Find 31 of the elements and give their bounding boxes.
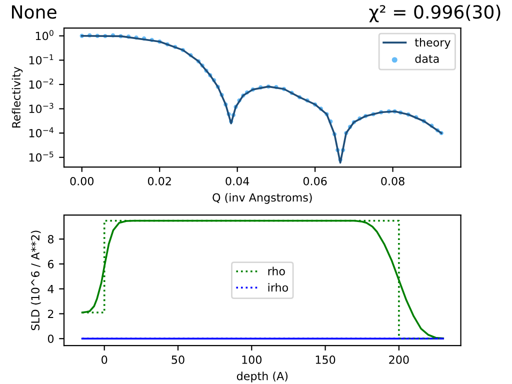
y-tick-label: 6 <box>48 260 54 268</box>
y-tick-label: 10$^{−2}$ <box>29 78 54 89</box>
x-tick-label: 50 <box>172 356 184 364</box>
x-tick-label: 0.04 <box>226 176 250 186</box>
x-tick-label: 0.06 <box>303 176 327 186</box>
legend-label: data <box>415 54 439 63</box>
y-tick-label: 0 <box>48 334 54 344</box>
y-tick-label: 10$^{−1}$ <box>29 54 54 64</box>
x-tick-label: 0 <box>102 356 108 364</box>
y-axis-title: SLD (10^6 / A**2) <box>30 230 41 330</box>
y-tick-label: 10$^{−5}$ <box>29 152 54 162</box>
text: χ² = 0.996(30) <box>369 4 500 22</box>
x-tick-label: 200 <box>389 356 409 364</box>
x-tick-label: 100 <box>242 356 262 364</box>
y-axis-title: Reflectivity <box>12 66 23 128</box>
y-tick-label: 8 <box>48 235 54 244</box>
x-tick-label: 150 <box>316 356 336 364</box>
x-axis-title: Q (inv Angstroms) <box>212 193 312 204</box>
legend-label: irho <box>268 283 288 292</box>
legend-label: rho <box>268 266 285 276</box>
x-tick-label: 0.08 <box>381 176 404 186</box>
y-tick-label: 10$^{0}$ <box>36 30 54 40</box>
y-tick-label: 2 <box>48 310 54 318</box>
x-tick-label: 0.00 <box>70 176 94 186</box>
x-tick-label: 0.02 <box>148 176 171 186</box>
legend-label: theory <box>414 38 450 49</box>
x-axis-title: depth (A) <box>236 372 288 382</box>
y-tick-label: 10$^{−3}$ <box>29 102 54 114</box>
y-tick-label: 4 <box>48 284 54 294</box>
chart-title: None <box>12 5 56 19</box>
y-tick-label: 10$^{−4}$ <box>29 127 54 138</box>
